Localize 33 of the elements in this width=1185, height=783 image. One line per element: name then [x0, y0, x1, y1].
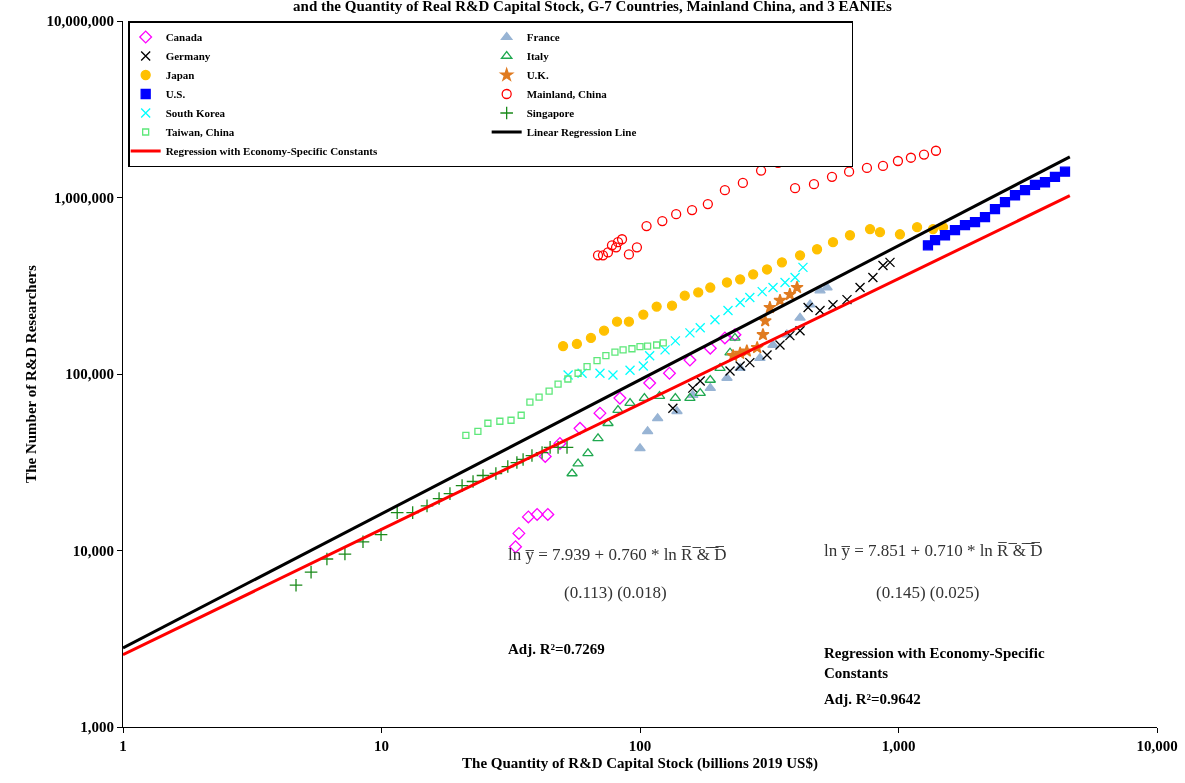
annotation: (0.113) (0.018) — [564, 583, 667, 602]
legend-label: U.S. — [165, 88, 186, 101]
y-tick-label: 1,000 — [80, 719, 114, 736]
x-tick-label: 10,000 — [1136, 738, 1178, 754]
legend-label: South Korea — [165, 107, 226, 120]
legend-label: Linear Regression Line — [526, 126, 637, 139]
legend-label: Mainland, China — [526, 88, 608, 101]
legend-label: Canada — [165, 31, 203, 44]
x-tick-label: 10 — [374, 738, 389, 754]
x-tick-label: 1,000 — [881, 738, 916, 754]
annotation: (0.145) (0.025) — [876, 583, 980, 602]
annotation: ln y̅ = 7.851 + 0.710 * ln R̅ ̅&̅ ̅D̅ — [824, 541, 1043, 560]
y-axis-title: The Number of R&D Researchers — [22, 264, 39, 483]
legend-label: Taiwan, China — [165, 126, 235, 139]
chart-title: and the Quantity of Real R&D Capital Stock, G-7 Countries, Mainland China, and 3 EANIEs — [293, 0, 893, 14]
legend-label: Regression with Economy-Specific Constants — [165, 145, 378, 158]
x-tick-label: 1 — [119, 738, 127, 754]
y-tick-label: 10,000,000 — [46, 13, 114, 30]
y-tick-label: 1,000,000 — [54, 189, 114, 206]
legend-label: Japan — [165, 69, 195, 82]
legend-label: Germany — [165, 50, 211, 63]
legend-label: France — [526, 31, 560, 44]
y-tick-label: 100,000 — [65, 366, 114, 383]
legend-label: Italy — [526, 50, 550, 63]
legend-label: U.K. — [526, 69, 549, 82]
x-tick-label: 100 — [628, 738, 652, 754]
x-axis-title: The Quantity of R&D Capital Stock (billions 2019 US$) — [462, 755, 818, 772]
annotation: Regression with Economy-Specific Constants — [824, 645, 1045, 681]
annotation: Adj. R²=0.7269 — [508, 641, 605, 657]
legend-label: Singapore — [526, 107, 575, 120]
annotation: Adj. R²=0.9642 — [824, 691, 921, 707]
annotation: ln y̅ = 7.939 + 0.760 * ln R̅ ̅&̅ ̅D̅ — [508, 545, 727, 564]
y-tick-label: 10,000 — [72, 542, 114, 559]
